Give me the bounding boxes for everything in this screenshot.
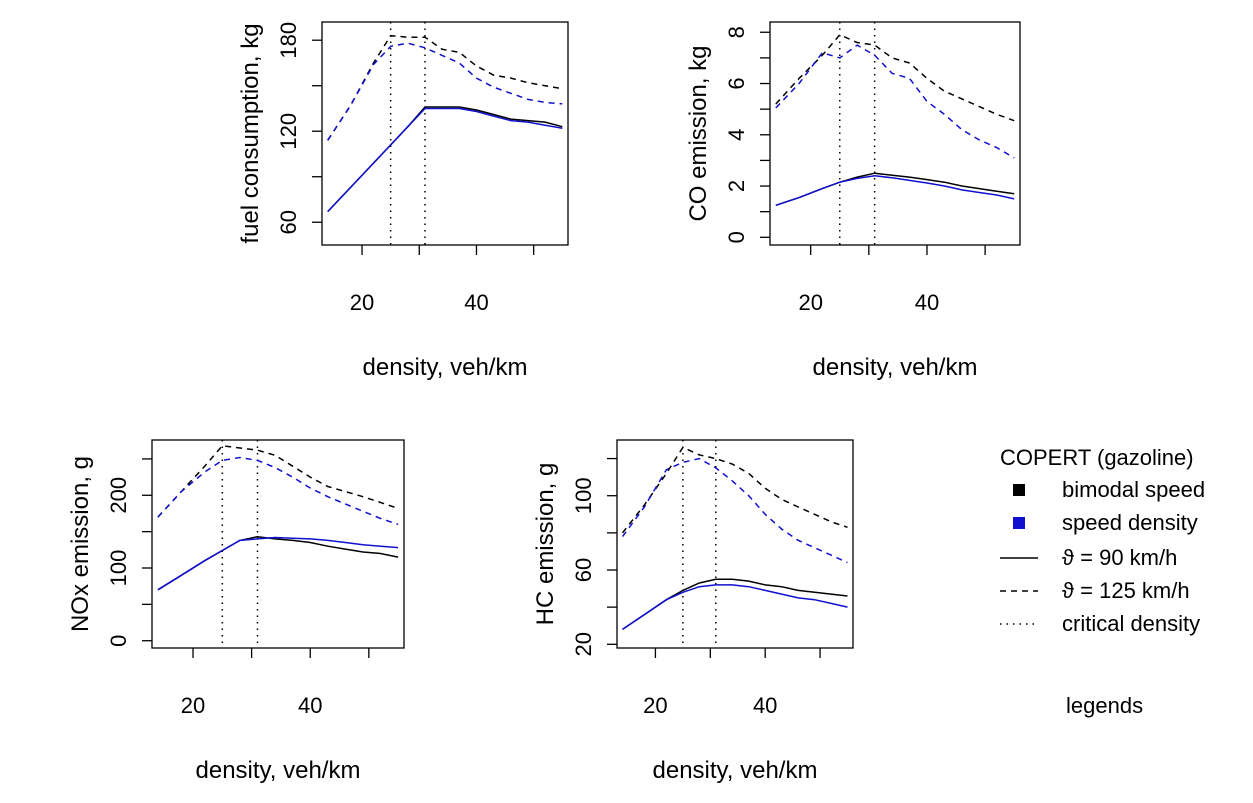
series-line-speed-density-90 [622,584,848,631]
y-axis-title: NOx emission, g [67,456,94,632]
chart-panel-2: 20 40 0 2 4 6 8 density, veh/km CO emission, kg [685,21,1021,381]
legend-entry: ϑ = 125 km/h [1000,578,1190,603]
x-axis-title: density, veh/km [363,354,528,381]
legend-title: COPERT (gazoline) [1000,445,1194,470]
legend-entries: bimodal speed speed density ϑ = 90 km/h ϑ =… [1000,477,1205,636]
y-tick-label: 0 [724,231,749,243]
series-line-speed-density-90 [775,175,1015,207]
legend-entry-label: speed density [1062,510,1198,535]
y-tick-label: 200 [106,477,131,514]
chart-panel-4: 20 40 20 60 100 density, veh/km HC emission, g [532,439,854,784]
legend-entry: critical density [1000,611,1200,636]
y-axis-title: fuel consumption, kg [237,23,264,243]
series-line-speed-density-125 [157,456,399,526]
legend-swatch [1013,517,1025,529]
series-line-speed-density-125 [327,42,563,141]
series-line-speed-density-90 [157,536,399,591]
series-line-bimodal-speed-125 [157,445,399,518]
y-tick-label: 0 [106,635,131,647]
y-tick-label: 100 [106,550,131,587]
plot-frame [616,439,854,649]
series-line-speed-density-125 [621,457,848,564]
legend-entry: speed density [1013,510,1198,535]
y-tick-label: 60 [276,210,301,234]
y-axis-title: HC emission, g [532,463,559,626]
plot-frame [321,21,569,246]
y-axis-title: CO emission, kg [685,45,712,221]
series-line-bimodal-speed-125 [621,446,848,534]
x-tick-label: 20 [798,290,822,315]
x-tick-label: 40 [464,290,488,315]
legend-caption: legends [1066,693,1143,718]
legend-entry-label: ϑ = 90 km/h [1062,545,1177,570]
x-tick-label: 40 [298,693,322,718]
plot-frame [151,439,405,649]
legend-entry-label: critical density [1062,611,1200,636]
series-line-speed-density-90 [327,107,563,213]
series-line-bimodal-speed-125 [327,34,563,141]
series-line-speed-density-125 [775,44,1015,159]
legend: COPERT (gazoline) bimodal speed speed den… [1000,445,1205,718]
legend-swatch [1013,484,1025,496]
series-line-bimodal-speed-125 [775,33,1015,122]
y-tick-label: 120 [276,113,301,150]
legend-entry: bimodal speed [1013,477,1205,502]
x-axis-title: density, veh/km [653,757,818,784]
legend-entry: ϑ = 90 km/h [1000,545,1177,570]
legend-entry-label: ϑ = 125 km/h [1062,578,1190,603]
x-axis-title: density, veh/km [813,354,978,381]
x-tick-label: 20 [350,290,374,315]
y-tick-label: 4 [724,129,749,141]
y-tick-label: 2 [724,180,749,192]
y-tick-label: 100 [571,477,596,514]
y-tick-label: 20 [571,632,596,656]
x-tick-label: 40 [753,693,777,718]
y-tick-label: 8 [724,26,749,38]
y-tick-label: 180 [276,22,301,59]
legend-entry-label: bimodal speed [1062,477,1205,502]
chart-panel-3: 20 40 0 100 200 density, veh/km NOx emission, … [67,439,405,784]
x-tick-label: 40 [915,290,939,315]
x-axis-title: density, veh/km [196,757,361,784]
y-tick-label: 60 [571,558,596,582]
plot-frame [769,21,1021,246]
chart-panel-1: 20 40 60 120 180 density, veh/km fuel consumpt… [237,21,569,381]
y-tick-label: 6 [724,77,749,89]
x-tick-label: 20 [643,693,667,718]
x-tick-label: 20 [181,693,205,718]
series-line-bimodal-speed-90 [622,578,848,631]
